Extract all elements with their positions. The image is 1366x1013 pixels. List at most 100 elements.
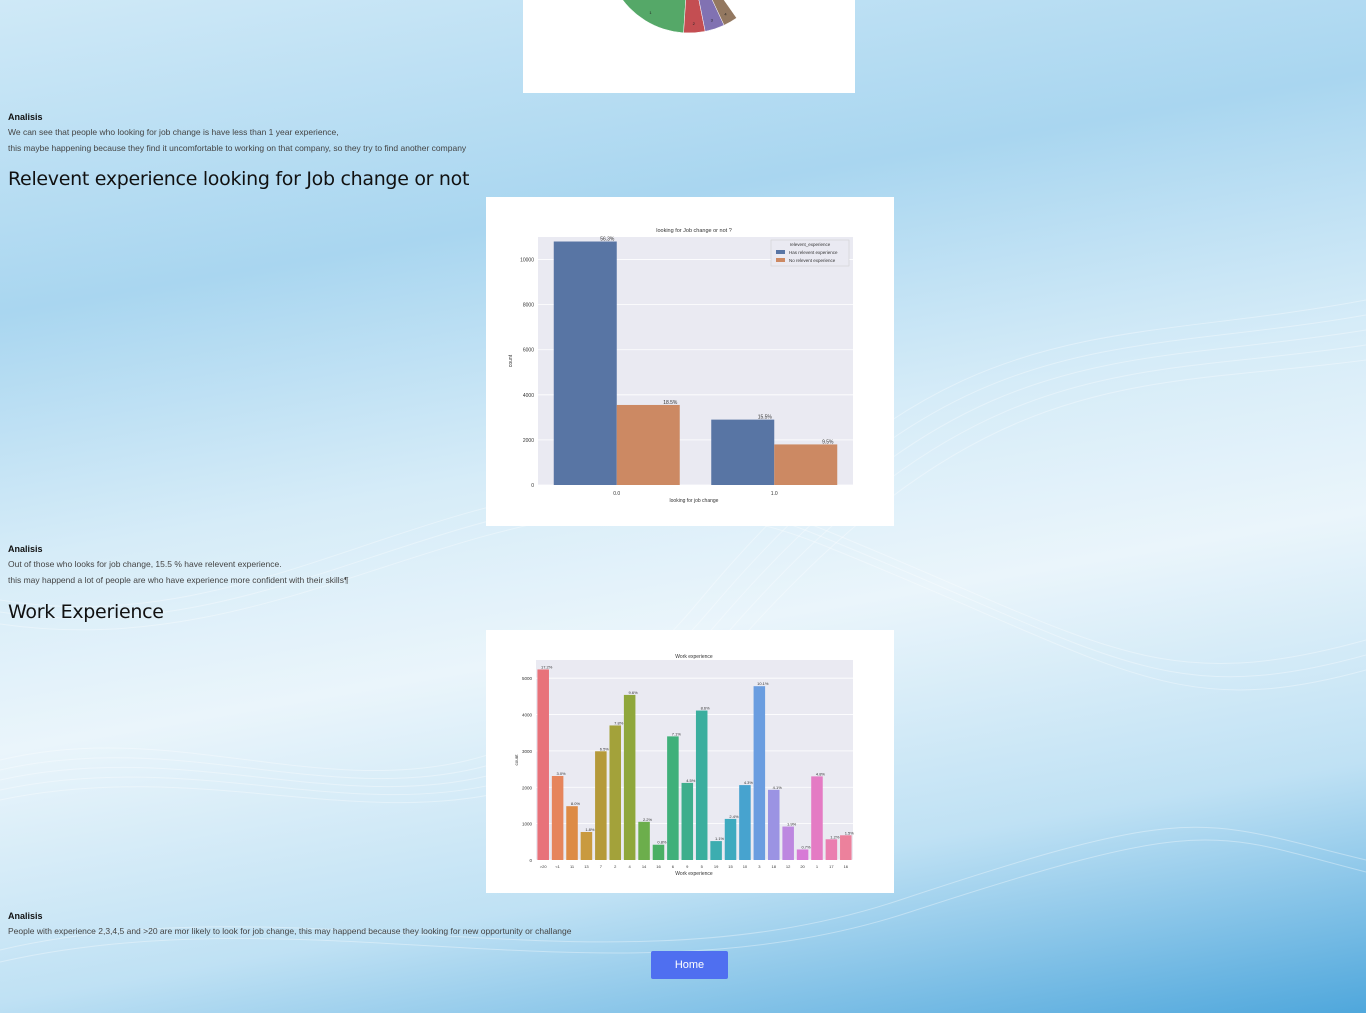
y-axis-label: count xyxy=(514,754,519,766)
legend-label: Has relevent experience xyxy=(789,250,838,255)
plot-area xyxy=(536,660,853,860)
bar-data-label: 7.8% xyxy=(614,720,624,725)
bar-data-label: 15.5% xyxy=(758,415,773,421)
bar xyxy=(638,821,650,860)
pie-slice-label: 1 xyxy=(649,10,652,15)
legend-swatch xyxy=(776,258,785,262)
bar-data-label: 9.6% xyxy=(629,690,639,695)
analysis-block-2: Analisis Out of those who looks for job … xyxy=(8,542,349,588)
bar-data-label: 4.3% xyxy=(744,780,754,785)
y-tick-label: 5000 xyxy=(522,676,533,681)
analysis-block-3: Analisis People with experience 2,3,4,5 … xyxy=(8,909,571,939)
y-tick-label: 6000 xyxy=(523,348,534,354)
work-experience-bar-chart: 0 1000 2000 3000 4000 5000 Work experience Work… xyxy=(514,654,855,877)
x-tick-label: 4 xyxy=(629,864,632,869)
x-tick-label: 9 xyxy=(686,864,689,869)
legend-swatch xyxy=(776,250,785,254)
pie-slice-label: 2 xyxy=(693,21,696,26)
bar-data-label: 18.5% xyxy=(663,400,678,406)
x-tick-label: 19 xyxy=(714,864,719,869)
x-tick-label: 13 xyxy=(584,864,589,869)
x-tick-label: 18 xyxy=(772,864,777,869)
x-tick-label: 1.0 xyxy=(771,491,778,497)
bar xyxy=(840,835,852,860)
bar-data-label: 10.1% xyxy=(757,681,769,686)
bar xyxy=(580,832,593,860)
bar xyxy=(782,826,794,860)
x-tick-label: 11 xyxy=(570,864,575,869)
bar-data-label: 6.5% xyxy=(600,746,610,751)
y-tick-label: 2000 xyxy=(523,438,534,444)
bar-data-label: 1.2% xyxy=(830,834,840,839)
y-tick-label: 1000 xyxy=(522,822,533,827)
pie-slice xyxy=(622,0,686,34)
x-axis-label: looking for job change xyxy=(670,498,719,504)
bar xyxy=(695,710,708,860)
bar-data-label: 2.2% xyxy=(643,817,653,822)
x-tick-label: 14 xyxy=(642,864,647,869)
bar xyxy=(796,849,809,860)
bar xyxy=(710,841,722,860)
x-tick-label: 16 xyxy=(844,864,849,869)
pie-chart-image: 1 2 3 4 xyxy=(523,0,855,93)
analysis-text-line: People with experience 2,3,4,5 and >20 a… xyxy=(8,926,572,936)
y-tick-label: 10000 xyxy=(520,258,534,264)
bar xyxy=(711,419,775,485)
x-tick-label: 10 xyxy=(743,864,748,869)
y-tick-label: 2000 xyxy=(522,785,533,790)
x-tick-label: 16 xyxy=(656,864,661,869)
bar xyxy=(623,694,636,860)
bar-data-label: 4.1% xyxy=(773,785,783,790)
bar-data-label: 1.1% xyxy=(715,836,725,841)
home-button[interactable]: Home xyxy=(651,951,728,979)
y-axis-label: count xyxy=(508,354,514,367)
bar xyxy=(566,806,578,860)
bar xyxy=(537,669,549,860)
y-tick-label: 0 xyxy=(531,483,534,489)
bar-data-label: 7.1% xyxy=(672,731,682,736)
x-tick-label: 3 xyxy=(758,864,761,869)
bar-data-label: 8.0% xyxy=(571,801,581,806)
bar xyxy=(739,785,751,860)
bar-data-label: 4.5% xyxy=(686,778,696,783)
bar-data-label: 0.7% xyxy=(801,844,811,849)
bar xyxy=(681,782,694,860)
x-tick-label: 17 xyxy=(829,864,834,869)
x-tick-label: >20 xyxy=(540,864,548,869)
x-tick-label: 2 xyxy=(614,864,617,869)
bar-data-label: 2.4% xyxy=(729,814,739,819)
bar xyxy=(551,776,564,860)
analysis-title: Analisis xyxy=(8,112,43,122)
analysis-text-line: Out of those who looks for job change, 1… xyxy=(8,559,282,569)
y-tick-label: 3000 xyxy=(522,749,533,754)
work-experience-chart-image: 0 1000 2000 3000 4000 5000 Work experience Work… xyxy=(486,630,894,893)
section-heading-work-experience: Work Experience xyxy=(8,601,164,623)
pie-slice-label: 4 xyxy=(724,11,727,16)
bar xyxy=(753,686,766,860)
bar xyxy=(724,818,737,860)
x-axis-label: Work experience xyxy=(675,871,713,877)
x-tick-label: 12 xyxy=(786,864,791,869)
legend-label: No relevent experience xyxy=(789,258,836,263)
bar-data-label: 56.3% xyxy=(600,237,615,243)
section-heading-relevent-experience: Relevent experience looking for Job chan… xyxy=(8,168,470,190)
legend: relevent_experience Has relevent experien… xyxy=(770,239,850,267)
relevent-experience-bar-chart: 0 2000 4000 6000 8000 10000 looking for Job ch… xyxy=(508,228,853,504)
y-tick-label: 8000 xyxy=(523,303,534,309)
bar-data-label: 1.8% xyxy=(585,827,595,832)
analysis-block-1: Analisis We can see that people who look… xyxy=(8,110,466,156)
x-tick-label: 15 xyxy=(728,864,733,869)
bar-data-label: 1.9% xyxy=(787,822,797,827)
bar-data-label: 1.5% xyxy=(845,830,855,835)
x-tick-label: 1 xyxy=(816,864,819,869)
analysis-text-line: We can see that people who looking for j… xyxy=(8,127,339,137)
y-tick-label: 4000 xyxy=(523,393,534,399)
bar-data-label: 17.2% xyxy=(541,664,553,669)
bar xyxy=(667,736,679,860)
bar-data-label: 0.8% xyxy=(657,840,667,845)
bar xyxy=(609,725,622,860)
analysis-title: Analisis xyxy=(8,911,43,921)
analysis-text-line: this maybe happening because they find i… xyxy=(8,143,467,153)
bar-data-label: 8.6% xyxy=(701,706,711,711)
x-tick-label: 6 xyxy=(672,864,675,869)
